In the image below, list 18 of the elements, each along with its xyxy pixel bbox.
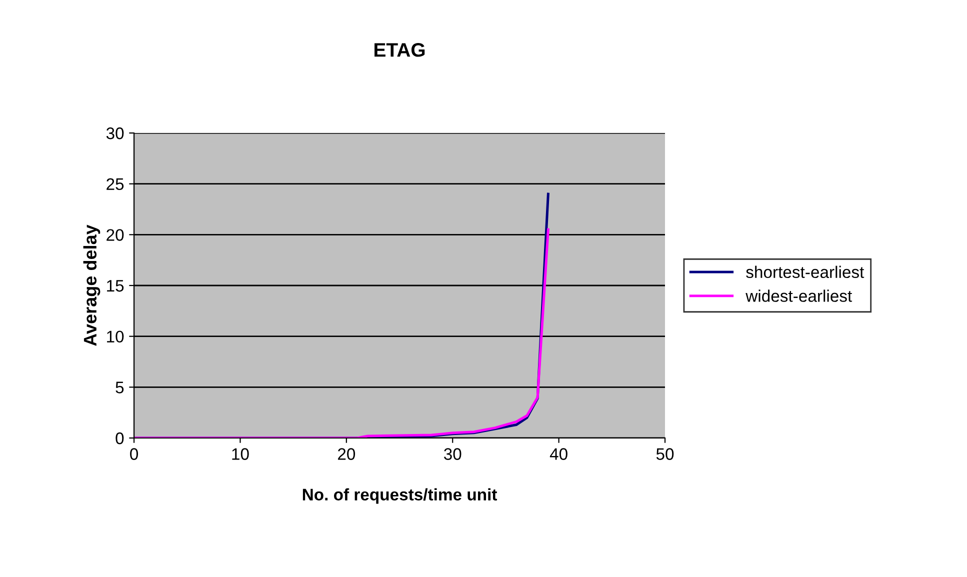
x-axis-title: No. of requests/time unit [302, 488, 498, 504]
y-tick-label: 15 [107, 280, 124, 292]
y-tick-label: 20 [106, 229, 124, 241]
y-tick-label: 5 [116, 382, 124, 394]
y-axis-title: Average delay [83, 224, 100, 346]
legend-label: shortest-earliest [746, 266, 864, 278]
x-tick-label: 20 [338, 448, 356, 460]
y-tick-label: 10 [107, 330, 124, 343]
y-tick-label: 25 [106, 178, 124, 190]
x-tick-label: 40 [550, 448, 568, 460]
x-tick-label: 50 [656, 448, 674, 460]
legend-label: widest-earliest [746, 290, 852, 302]
y-tick-label: 0 [116, 432, 124, 444]
x-tick-label: 0 [130, 448, 138, 460]
x-tick-label: 30 [444, 448, 462, 460]
x-tick-label: 10 [232, 448, 249, 460]
chart-title: ETAG [374, 43, 425, 57]
y-tick-label: 30 [106, 127, 124, 140]
